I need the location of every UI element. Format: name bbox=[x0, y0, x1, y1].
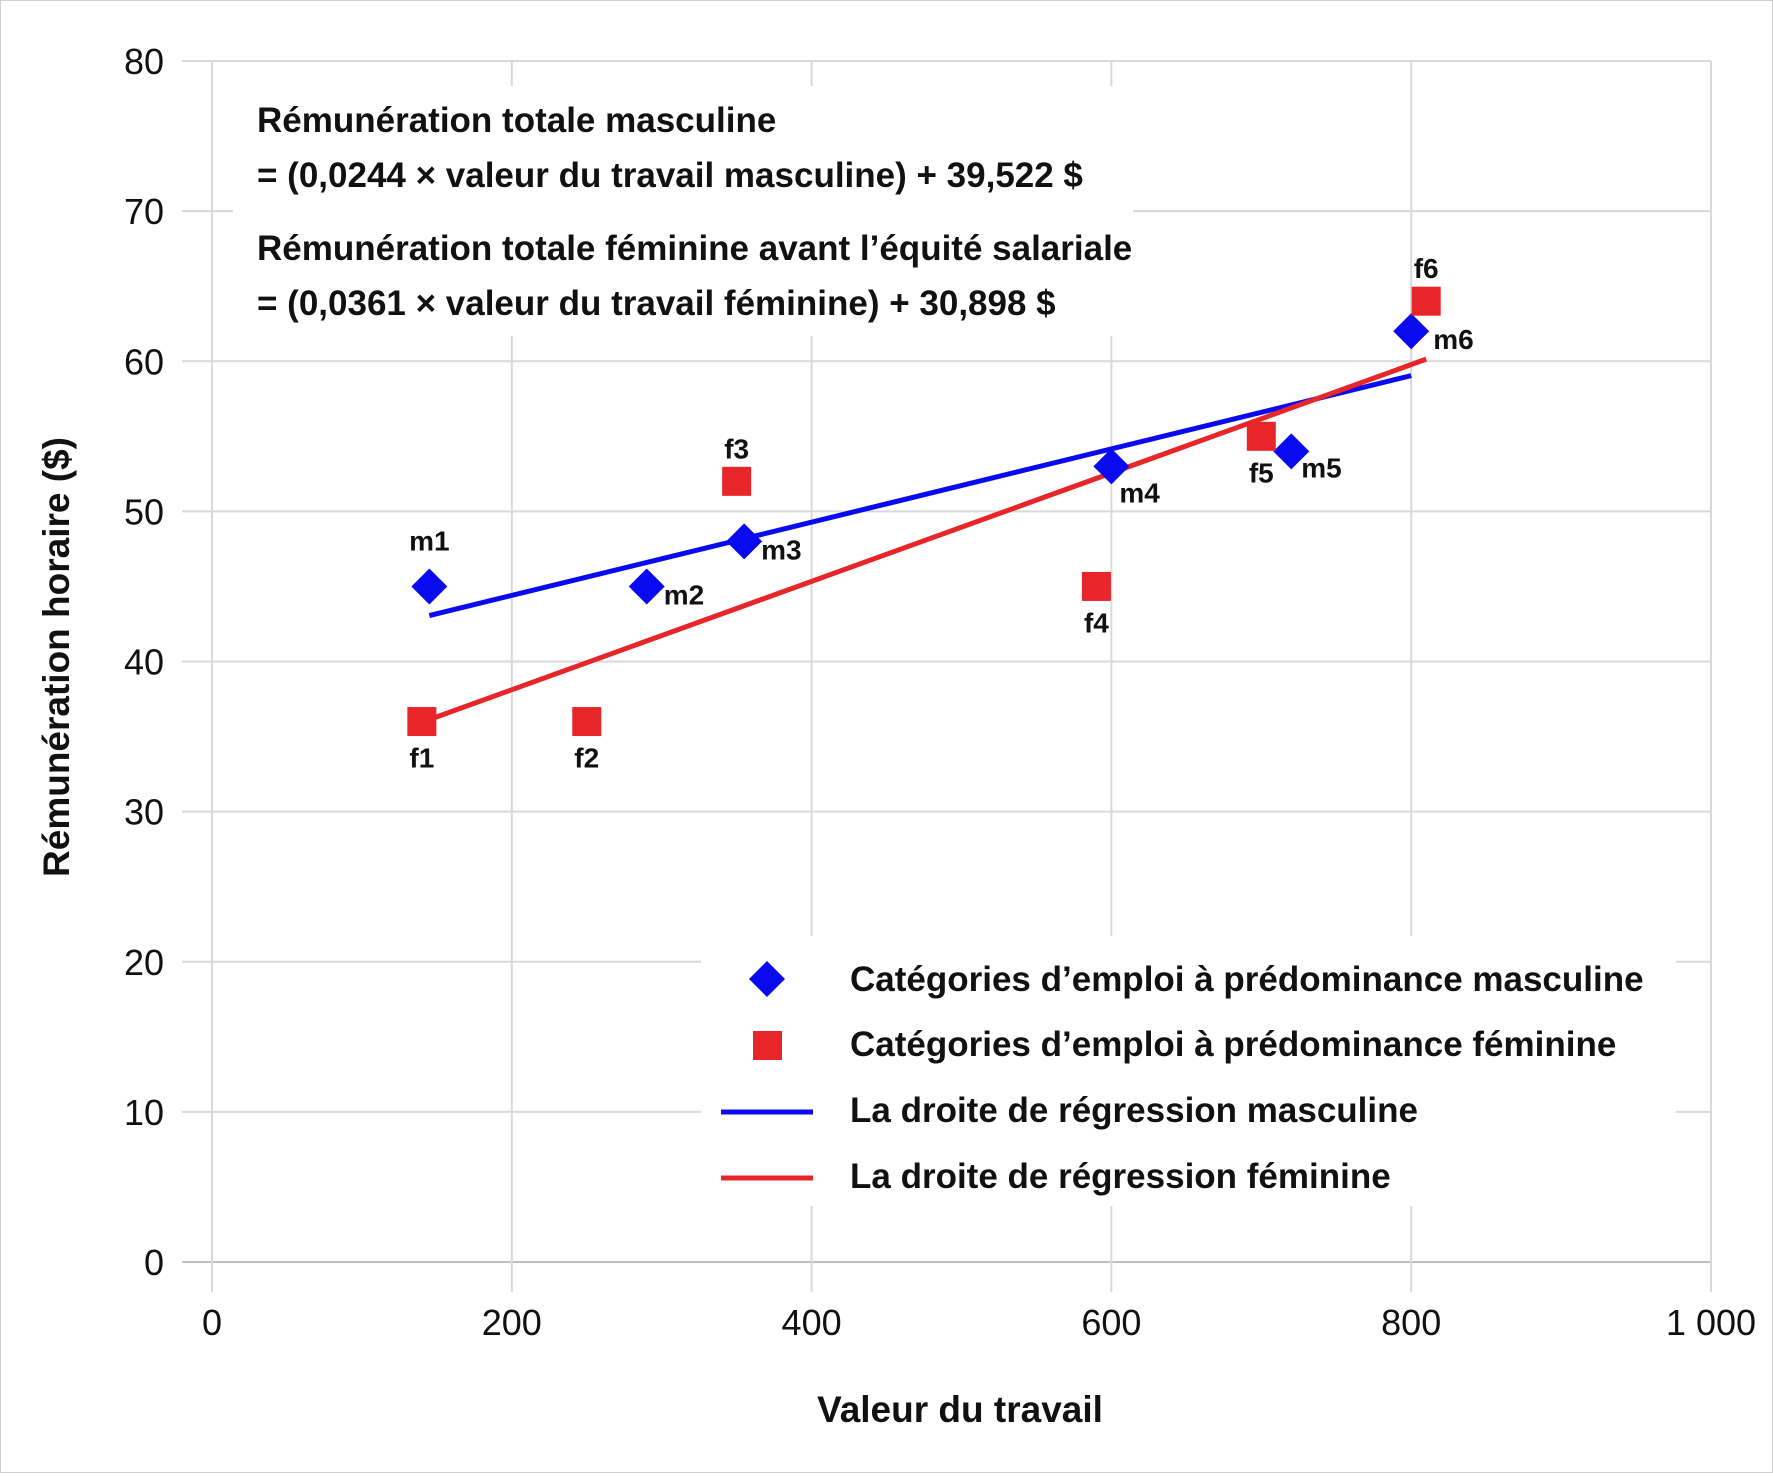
point-label-m6: m6 bbox=[1433, 324, 1473, 355]
legend-label-male-categories: Catégories d’emploi à prédominance mascu… bbox=[850, 960, 1644, 999]
male-regression-line bbox=[428, 373, 1412, 618]
y-tick-label-0: 0 bbox=[144, 1242, 164, 1283]
point-m1 bbox=[411, 568, 448, 605]
point-f6 bbox=[1411, 286, 1441, 316]
point-m3 bbox=[726, 523, 763, 560]
annotation-male-equation: = (0,0244 × valeur du travail masculine)… bbox=[257, 156, 1083, 195]
y-tick-label-40: 40 bbox=[124, 642, 164, 683]
legend-square-marker bbox=[753, 1031, 782, 1060]
y-tick-label-80: 80 bbox=[124, 41, 164, 82]
point-label-m4: m4 bbox=[1119, 477, 1160, 508]
y-tick-label-30: 30 bbox=[124, 792, 164, 833]
x-tick-label-400: 400 bbox=[782, 1302, 842, 1343]
annotation-female-title: Rémunération totale féminine avant l’équ… bbox=[257, 229, 1132, 268]
legend-label-male-regression: La droite de régression masculine bbox=[850, 1091, 1418, 1130]
annotation-female-equation: = (0,0361 × valeur du travail féminine) … bbox=[257, 284, 1056, 323]
y-axis-title: Rémunération horaire ($) bbox=[36, 437, 77, 877]
legend: Catégories d’emploi à prédominance mascu… bbox=[701, 936, 1676, 1206]
y-tick-label-50: 50 bbox=[124, 491, 164, 532]
legend-diamond-marker bbox=[749, 961, 785, 997]
x-tick-label-600: 600 bbox=[1081, 1302, 1141, 1343]
data-points bbox=[407, 286, 1441, 737]
x-axis-title: Valeur du travail bbox=[817, 1389, 1103, 1430]
point-label-m5: m5 bbox=[1301, 452, 1341, 483]
x-tick-label-0: 0 bbox=[202, 1302, 222, 1343]
point-m4 bbox=[1093, 448, 1130, 485]
point-f2 bbox=[572, 707, 602, 737]
y-tick-label-60: 60 bbox=[124, 341, 164, 382]
y-tick-label-10: 10 bbox=[124, 1092, 164, 1133]
x-tick-label-200: 200 bbox=[482, 1302, 542, 1343]
legend-label-female-regression: La droite de régression féminine bbox=[850, 1157, 1391, 1196]
regression-lines bbox=[421, 356, 1428, 725]
annotation-male-title: Rémunération totale masculine bbox=[257, 101, 776, 140]
point-label-f2: f2 bbox=[574, 743, 599, 774]
annotation-background bbox=[233, 86, 1133, 336]
point-m2 bbox=[628, 568, 665, 605]
point-m6 bbox=[1393, 313, 1430, 350]
point-label-f4: f4 bbox=[1084, 607, 1109, 638]
legend-label-female-categories: Catégories d’emploi à prédominance fémin… bbox=[850, 1025, 1616, 1064]
y-tick-label-20: 20 bbox=[124, 942, 164, 983]
point-label-m1: m1 bbox=[409, 525, 449, 556]
point-f4 bbox=[1081, 571, 1111, 601]
point-label-f3: f3 bbox=[724, 433, 749, 464]
y-axis-ticks: 0 10 20 30 40 50 60 70 80 bbox=[124, 41, 164, 1283]
point-f3 bbox=[722, 466, 752, 496]
female-regression-line bbox=[421, 356, 1428, 725]
point-label-m3: m3 bbox=[761, 534, 801, 565]
point-m5 bbox=[1273, 433, 1310, 470]
point-f1 bbox=[407, 707, 437, 737]
point-label-f5: f5 bbox=[1249, 457, 1274, 488]
point-label-f1: f1 bbox=[409, 743, 434, 774]
x-tick-label-1000: 1 000 bbox=[1666, 1302, 1756, 1343]
legend-background bbox=[701, 936, 1676, 1206]
x-tick-label-800: 800 bbox=[1381, 1302, 1441, 1343]
point-f5 bbox=[1246, 421, 1276, 451]
point-labels: m1 m2 m3 m4 m5 m6 f1 f2 f3 f4 f5 f6 bbox=[409, 253, 1474, 773]
x-axis-ticks: 0 200 400 600 800 1 000 bbox=[202, 1302, 1756, 1343]
point-label-f6: f6 bbox=[1414, 253, 1439, 284]
point-label-m2: m2 bbox=[664, 579, 704, 610]
y-tick-label-70: 70 bbox=[124, 191, 164, 232]
